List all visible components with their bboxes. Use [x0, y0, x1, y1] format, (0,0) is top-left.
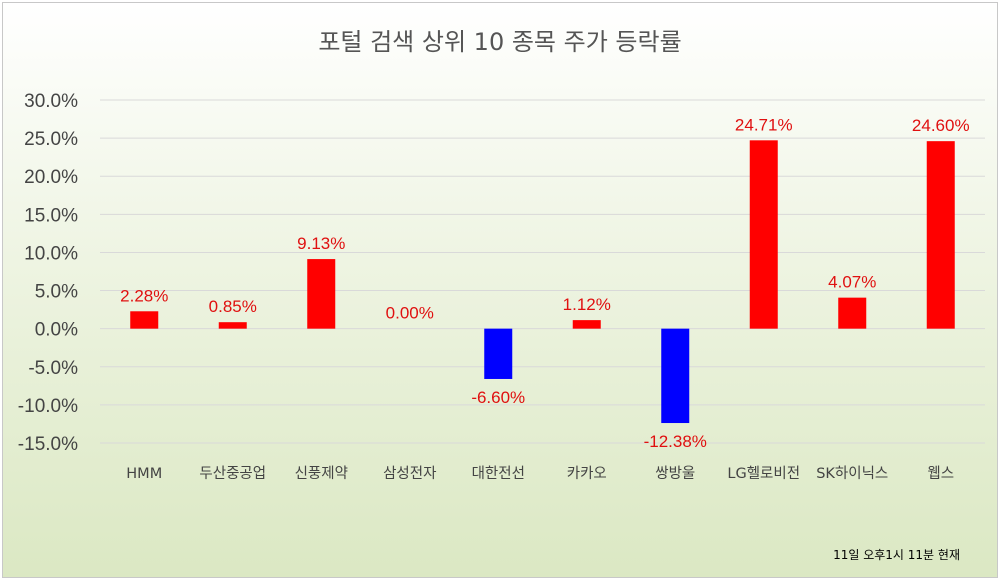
bar: [749, 140, 778, 329]
data-label: -6.60%: [471, 388, 525, 407]
y-tick-label: 15.0%: [24, 205, 78, 226]
y-tick-label: 20.0%: [24, 167, 78, 188]
category-label: 삼성전자: [383, 465, 436, 482]
category-label: 신풍제약: [295, 465, 348, 482]
data-label: 0.85%: [209, 297, 257, 316]
bar: [484, 328, 513, 379]
data-label: 0.00%: [386, 304, 434, 323]
bar: [838, 297, 867, 329]
y-tick-label: 25.0%: [24, 129, 78, 150]
category-label: 두산중공업: [199, 465, 266, 482]
bar: [307, 259, 336, 329]
category-label: HMM: [126, 466, 162, 482]
y-tick-label: 30.0%: [24, 91, 78, 112]
category-label: 대한전선: [472, 465, 525, 482]
y-tick-label: 5.0%: [35, 282, 78, 303]
category-label: SK하이닉스: [816, 465, 888, 482]
y-tick-label: -15.0%: [18, 434, 78, 455]
bar: [130, 311, 159, 329]
bar: [572, 320, 601, 329]
y-tick-label: -10.0%: [18, 396, 78, 417]
y-tick-label: 10.0%: [24, 243, 78, 264]
category-label: LG헬로비전: [727, 465, 800, 482]
data-label: 4.07%: [828, 273, 876, 292]
category-label: 쌍방울: [655, 465, 695, 482]
data-label: 2.28%: [120, 286, 168, 305]
data-label: 1.12%: [563, 295, 611, 314]
data-label: -12.38%: [644, 432, 707, 451]
bar: [218, 322, 247, 329]
data-label: 24.71%: [735, 115, 793, 134]
bar: [926, 141, 955, 329]
y-tick-label: -5.0%: [28, 358, 78, 379]
chart-title: 포털 검색 상위 10 종목 주가 등락률: [318, 28, 682, 56]
data-label: 24.60%: [912, 116, 970, 135]
bar: [661, 328, 690, 424]
category-label: 카카오: [567, 465, 607, 482]
timestamp-note: 11일 오후1시 11분 현재: [833, 548, 960, 562]
y-tick-label: 0.0%: [35, 320, 78, 341]
data-label: 9.13%: [297, 234, 345, 253]
category-label: 웹스: [927, 465, 954, 482]
